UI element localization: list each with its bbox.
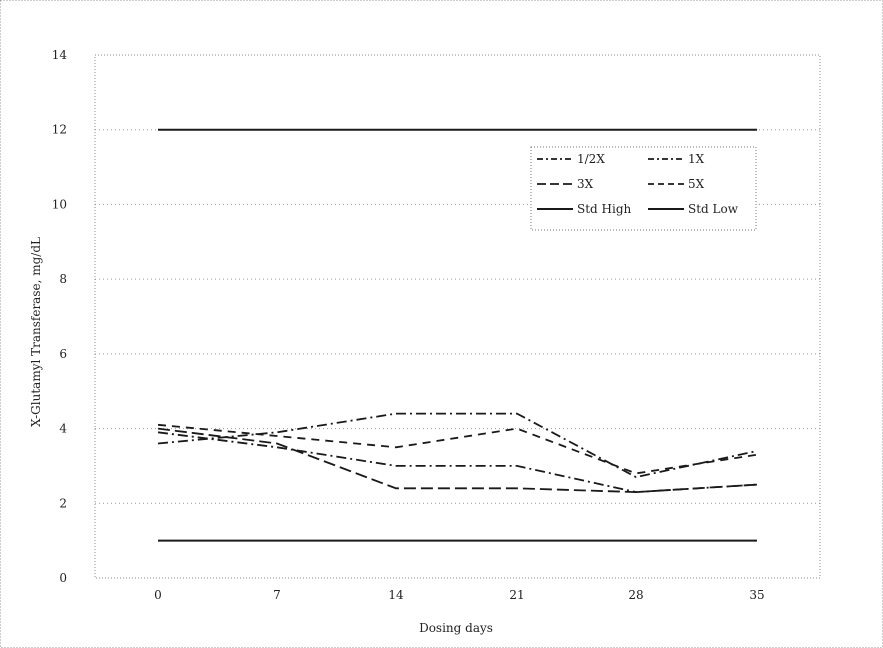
series-line-1x bbox=[158, 432, 757, 492]
legend: 1/2X 1X 3X 5X Std High Std Low bbox=[531, 147, 756, 230]
x-tick-label: 14 bbox=[388, 588, 404, 602]
plot-frame bbox=[95, 55, 820, 578]
legend-label: 3X bbox=[577, 177, 594, 191]
x-tick-label: 35 bbox=[749, 588, 764, 602]
y-tick-label: 0 bbox=[59, 571, 67, 585]
y-tick-label: 2 bbox=[59, 496, 67, 510]
x-tick-label: 0 bbox=[154, 588, 162, 602]
legend-label: 5X bbox=[688, 177, 705, 191]
y-axis-ticks: 0 2 4 6 8 10 12 14 bbox=[52, 48, 68, 585]
y-tick-label: 10 bbox=[52, 197, 67, 211]
y-tick-label: 8 bbox=[59, 272, 67, 286]
x-tick-label: 7 bbox=[273, 588, 281, 602]
series-line-1-2x bbox=[158, 414, 757, 478]
y-tick-label: 14 bbox=[52, 48, 68, 62]
y-axis-title: X-Glutamyl Transferase, mg/dL bbox=[29, 237, 43, 427]
x-axis-ticks: 0 7 14 21 28 35 bbox=[154, 588, 764, 602]
legend-label: 1/2X bbox=[577, 152, 605, 166]
plot-area bbox=[95, 55, 820, 578]
x-axis-title: Dosing days bbox=[419, 621, 493, 635]
x-tick-label: 28 bbox=[628, 588, 643, 602]
legend-label: 1X bbox=[688, 152, 705, 166]
y-tick-label: 4 bbox=[59, 422, 67, 436]
legend-box bbox=[531, 147, 756, 230]
legend-label: Std Low bbox=[688, 202, 739, 216]
legend-label: Std High bbox=[577, 202, 632, 216]
y-tick-label: 12 bbox=[52, 123, 67, 137]
x-tick-label: 21 bbox=[509, 588, 524, 602]
y-tick-label: 6 bbox=[59, 347, 67, 361]
